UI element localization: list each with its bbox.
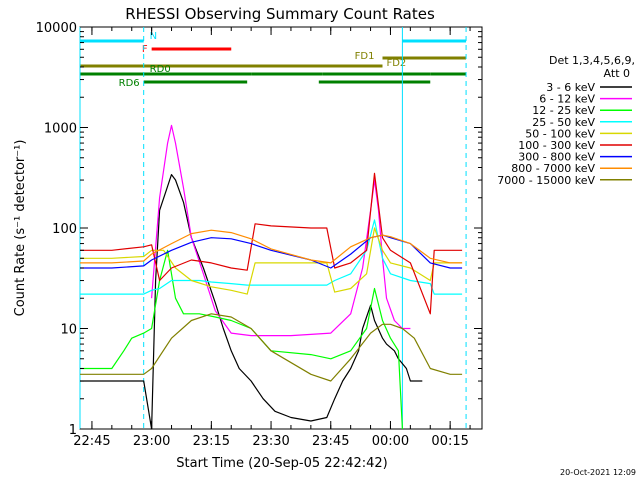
- legend-entry-label: 12 - 25 keV: [532, 104, 595, 117]
- x-tick-label: 23:30: [252, 434, 289, 449]
- legend-att-label: Att 0: [604, 67, 630, 80]
- flag-label-fd1: FD1: [355, 51, 375, 62]
- series-line-100-300: [80, 172, 463, 315]
- legend-entry-label: 100 - 300 keV: [518, 139, 595, 152]
- x-tick-label: 23:00: [133, 434, 170, 449]
- x-tick-label: 22:45: [73, 434, 110, 449]
- y-axis-label: Count Rate (s⁻¹ detector⁻¹): [13, 140, 28, 317]
- x-tick-label: 23:45: [312, 434, 349, 449]
- y-tick-label: 1: [69, 423, 77, 438]
- chart-title: RHESSI Observing Summary Count Rates: [125, 5, 435, 23]
- series-line-50-100: [80, 227, 463, 295]
- flag-label-f: F: [142, 44, 148, 55]
- y-tick-label: 100: [52, 222, 77, 237]
- plot-border: [79, 26, 483, 430]
- saa-markers: [79, 27, 467, 429]
- flag-bars: NF FD1 FD2 RD0 RD6: [80, 31, 467, 89]
- legend-entry-label: 6 - 12 keV: [539, 93, 595, 106]
- footer-date: 20-Oct-2021 12:09: [560, 468, 636, 477]
- plot-frame: [79, 26, 483, 430]
- flag-label-rd6: RD6: [119, 78, 140, 89]
- legend-entry-label: 800 - 7000 keV: [511, 162, 595, 175]
- legend-entry-label: 50 - 100 keV: [525, 127, 595, 140]
- legend-entry-label: 7000 - 15000 keV: [497, 174, 595, 187]
- series-line-7000-15000: [80, 313, 463, 382]
- series-line-6-12: [151, 124, 411, 337]
- x-tick-label: 00:00: [372, 434, 409, 449]
- y-tick-label: 10000: [36, 21, 77, 36]
- flag-label-rd0: RD0: [150, 64, 171, 75]
- legend-entry-label: 300 - 800 keV: [518, 151, 595, 164]
- legend-entry-label: 3 - 6 keV: [546, 81, 595, 94]
- y-tick-label: 10: [60, 323, 77, 338]
- x-tick-label: 23:15: [193, 434, 230, 449]
- legend-entry-label: 25 - 50 keV: [532, 116, 595, 129]
- flag-label-fd2: FD2: [386, 58, 406, 69]
- series-lines: [80, 124, 463, 430]
- series-line-12-25: [80, 249, 403, 430]
- x-axis-label: Start Time (20-Sep-05 22:42:42): [176, 456, 387, 471]
- series-line-25-50: [80, 219, 463, 295]
- legend-det-label: Det 1,3,4,5,6,9,: [549, 54, 635, 67]
- axis-ticks: 1 10 100 1000 10000 22:45 23:00 23:15 23:30 23:45…: [36, 21, 482, 449]
- series-line-3-6: [80, 174, 423, 430]
- x-tick-label: 00:15: [431, 434, 468, 449]
- y-tick-label: 1000: [44, 122, 77, 137]
- flag-label-n: N: [150, 31, 157, 42]
- series-line-800-7000: [80, 229, 463, 264]
